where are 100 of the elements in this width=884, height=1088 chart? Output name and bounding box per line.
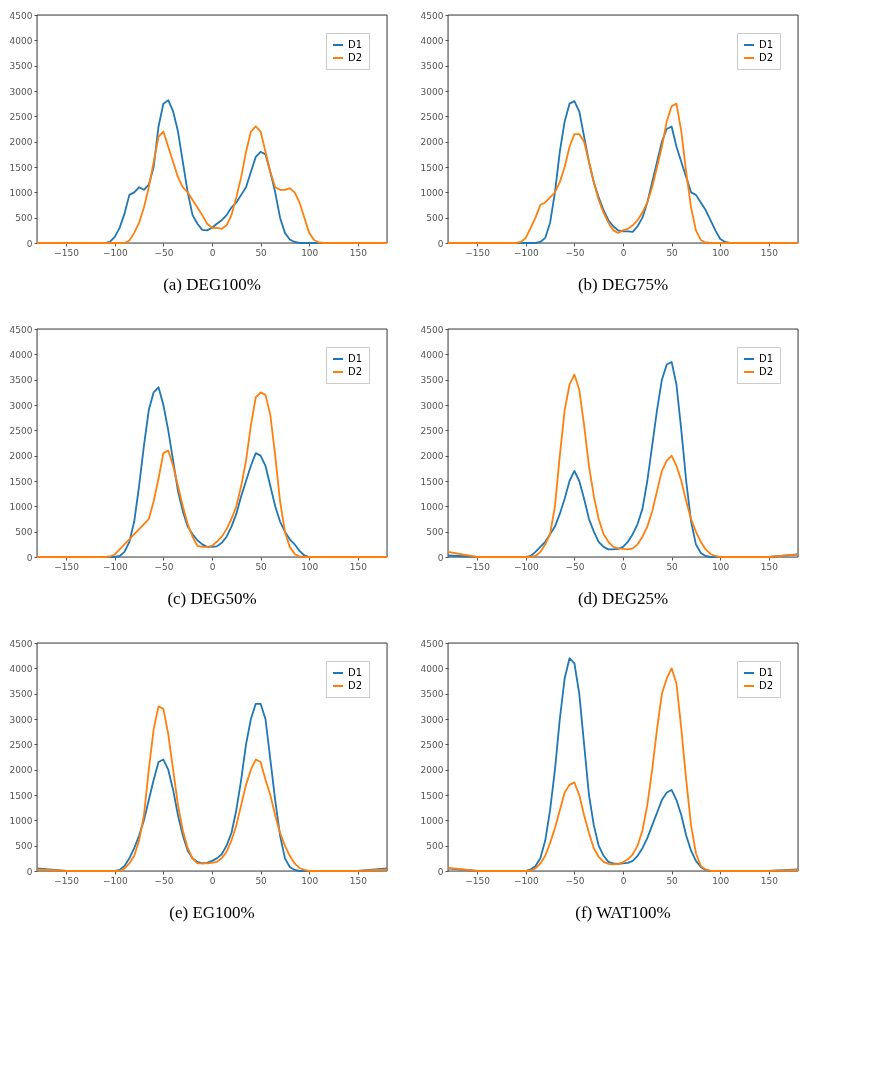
x-tick-label: 100 — [712, 875, 730, 886]
x-tick-label: −100 — [513, 561, 539, 572]
legend-label: D1 — [759, 667, 774, 678]
y-tick-label: 1500 — [420, 476, 444, 487]
x-tick-label: 50 — [255, 875, 268, 886]
line-series — [36, 125, 388, 244]
y-tick-label: 3500 — [420, 689, 444, 700]
y-tick-label: 2500 — [9, 111, 33, 122]
y-tick-label: 1000 — [420, 187, 444, 198]
x-tick-label: −100 — [513, 247, 539, 258]
x-tick-label: −50 — [154, 875, 174, 886]
y-tick-label: 1000 — [420, 815, 444, 826]
y-tick-label: 3000 — [9, 400, 33, 411]
y-tick-label: 1000 — [9, 815, 33, 826]
legend-label: D2 — [759, 680, 774, 691]
y-tick-label: 2500 — [9, 425, 33, 436]
y-tick-label: 1500 — [9, 162, 33, 173]
x-tick-label: −150 — [465, 875, 491, 886]
y-tick-label: 0 — [26, 552, 33, 563]
y-tick-label: 2000 — [9, 137, 33, 148]
legend-label: D2 — [348, 52, 363, 63]
y-tick-label: 3500 — [9, 689, 33, 700]
legend-label: D2 — [348, 366, 363, 377]
y-tick-label: 4000 — [420, 35, 444, 46]
x-tick-label: 0 — [209, 247, 216, 258]
y-tick-label: 4000 — [9, 663, 33, 674]
y-tick-label: 3000 — [420, 400, 444, 411]
y-tick-label: 4000 — [9, 349, 33, 360]
x-tick-label: −50 — [154, 561, 174, 572]
text: (d) DEG25% — [577, 589, 669, 608]
y-tick-label: 0 — [437, 552, 444, 563]
y-tick-label: 2000 — [9, 765, 33, 776]
x-tick-label: 150 — [760, 561, 779, 572]
y-tick-label: 4500 — [420, 324, 444, 335]
text: (c) DEG50% — [167, 589, 257, 608]
y-tick-label: 3000 — [9, 86, 33, 97]
x-tick-label: 100 — [301, 561, 319, 572]
x-tick-label: 50 — [666, 875, 679, 886]
x-tick-label: −150 — [54, 247, 80, 258]
x-tick-label: 0 — [209, 875, 216, 886]
x-tick-label: −50 — [565, 247, 585, 258]
x-tick-label: 50 — [666, 247, 679, 258]
x-tick-label: −150 — [54, 875, 80, 886]
y-tick-label: 2000 — [9, 451, 33, 462]
x-tick-label: −100 — [102, 247, 128, 258]
x-tick-label: 150 — [760, 247, 779, 258]
legend-label: D1 — [759, 39, 774, 50]
y-tick-label: 4000 — [420, 349, 444, 360]
legend-label: D1 — [759, 353, 774, 364]
text: (e) EG100% — [169, 903, 255, 922]
y-tick-label: 3500 — [9, 375, 33, 386]
y-tick-label: 500 — [426, 213, 444, 224]
x-tick-label: −150 — [54, 561, 80, 572]
x-tick-label: 50 — [666, 561, 679, 572]
x-tick-label: 150 — [349, 247, 368, 258]
y-tick-label: 0 — [26, 866, 33, 877]
y-tick-label: 3000 — [420, 714, 444, 725]
x-tick-label: 150 — [349, 561, 368, 572]
y-tick-label: 3500 — [420, 375, 444, 386]
y-tick-label: 4500 — [9, 638, 33, 649]
text: (a) DEG100% — [163, 275, 261, 294]
y-tick-label: 500 — [15, 527, 33, 538]
x-tick-label: 100 — [301, 247, 319, 258]
x-tick-label: 100 — [712, 561, 730, 572]
y-tick-label: 0 — [437, 238, 444, 249]
y-tick-label: 4500 — [420, 10, 444, 21]
x-tick-label: 100 — [712, 247, 730, 258]
x-tick-label: −100 — [102, 561, 128, 572]
x-tick-label: −50 — [565, 875, 585, 886]
y-tick-label: 1500 — [420, 162, 444, 173]
y-tick-label: 4500 — [9, 324, 33, 335]
y-tick-label: 2000 — [420, 137, 444, 148]
x-tick-label: −100 — [513, 875, 539, 886]
y-tick-label: 1500 — [9, 790, 33, 801]
x-tick-label: 0 — [620, 247, 627, 258]
line-series — [36, 391, 388, 558]
y-tick-label: 2500 — [420, 425, 444, 436]
x-tick-label: −50 — [154, 247, 174, 258]
x-tick-label: −50 — [565, 561, 585, 572]
x-tick-label: 100 — [301, 875, 319, 886]
y-tick-label: 1500 — [420, 790, 444, 801]
y-tick-label: 1000 — [9, 187, 33, 198]
legend-label: D2 — [348, 680, 363, 691]
y-tick-label: 2500 — [420, 739, 444, 750]
y-tick-label: 1000 — [420, 501, 444, 512]
x-tick-label: 0 — [620, 561, 627, 572]
y-tick-label: 2500 — [420, 111, 444, 122]
y-tick-label: 2000 — [420, 451, 444, 462]
x-tick-label: −150 — [465, 561, 491, 572]
x-tick-label: 0 — [620, 875, 627, 886]
y-tick-label: 1500 — [9, 476, 33, 487]
y-tick-label: 500 — [426, 841, 444, 852]
x-tick-label: 50 — [255, 247, 268, 258]
y-tick-label: 500 — [426, 527, 444, 538]
y-tick-label: 4500 — [9, 10, 33, 21]
x-tick-label: 50 — [255, 561, 268, 572]
y-tick-label: 500 — [15, 841, 33, 852]
y-tick-label: 4000 — [9, 35, 33, 46]
x-tick-label: 0 — [209, 561, 216, 572]
y-tick-label: 3500 — [420, 61, 444, 72]
